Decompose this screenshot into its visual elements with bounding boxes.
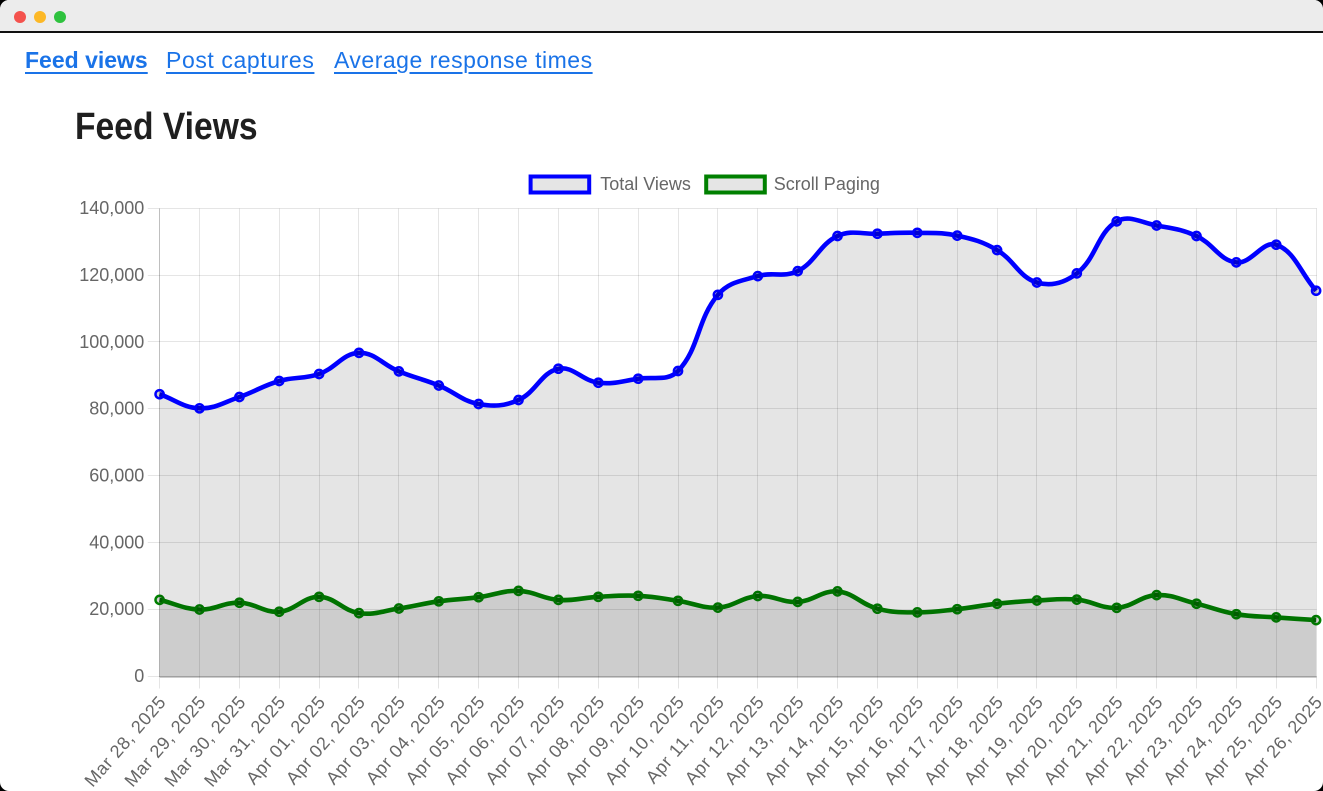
svg-text:140,000: 140,000 [79,198,144,218]
svg-text:120,000: 120,000 [79,265,144,285]
svg-text:Scroll Paging: Scroll Paging [774,174,880,194]
svg-text:80,000: 80,000 [89,399,144,419]
svg-text:0: 0 [134,666,144,686]
svg-text:100,000: 100,000 [79,332,144,352]
svg-text:20,000: 20,000 [89,599,144,619]
svg-text:40,000: 40,000 [89,532,144,552]
svg-text:60,000: 60,000 [89,466,144,486]
svg-text:Total Views: Total Views [600,174,691,194]
